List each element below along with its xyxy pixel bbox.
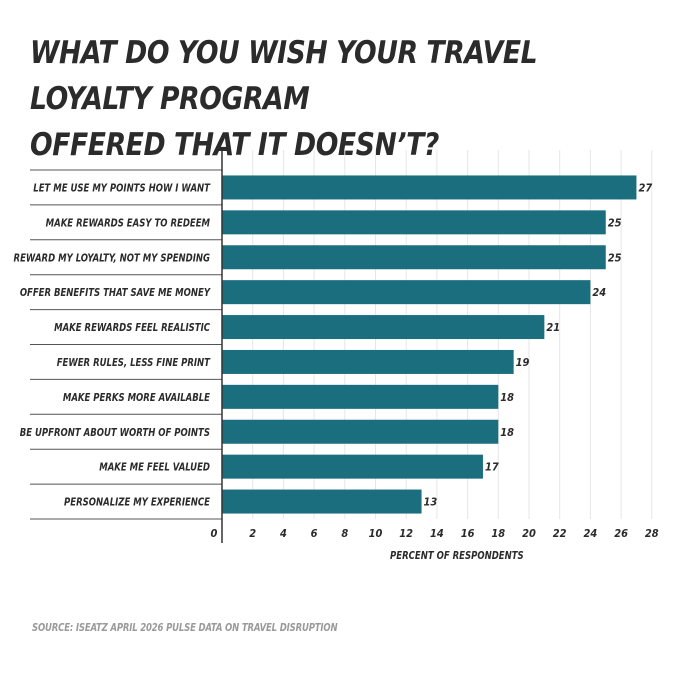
value-label: 25 bbox=[608, 251, 622, 264]
value-label: 13 bbox=[424, 496, 438, 509]
bar bbox=[222, 280, 591, 305]
value-label: 17 bbox=[485, 461, 499, 474]
category-label: PERSONALIZE MY EXPERIENCE bbox=[64, 496, 210, 509]
value-label: 18 bbox=[500, 391, 514, 404]
category-label: FEWER RULES, LESS FINE PRINT bbox=[57, 356, 211, 369]
x-tick-label: 6 bbox=[311, 527, 318, 540]
category-label: REWARD MY LOYALTY, NOT MY SPENDING bbox=[14, 251, 210, 264]
x-tick-label: 2 bbox=[249, 527, 256, 540]
category-label: MAKE REWARDS FEEL REALISTIC bbox=[54, 321, 211, 334]
x-tick-label: 18 bbox=[491, 527, 505, 540]
source-note: SOURCE: ISEATZ APRIL 2026 PULSE DATA ON … bbox=[32, 621, 338, 634]
category-labels: LET ME USE MY POINTS HOW I WANT MAKE REWA… bbox=[14, 181, 212, 508]
x-tick-label: 4 bbox=[280, 527, 287, 540]
category-label: OFFER BENEFITS THAT SAVE ME MONEY bbox=[20, 286, 212, 299]
category-label: LET ME USE MY POINTS HOW I WANT bbox=[33, 181, 211, 194]
category-label: MAKE REWARDS EASY TO REDEEM bbox=[46, 216, 210, 229]
x-tick-label: 16 bbox=[461, 527, 475, 540]
value-label: 21 bbox=[546, 321, 560, 334]
x-tick-label: 24 bbox=[584, 527, 598, 540]
x-tick-label: 12 bbox=[399, 527, 413, 540]
value-label: 24 bbox=[592, 286, 606, 299]
bar bbox=[222, 210, 606, 235]
x-tick-label: 22 bbox=[553, 527, 567, 540]
bar-chart: LET ME USE MY POINTS HOW I WANT MAKE REWA… bbox=[14, 150, 659, 562]
x-axis-ticks: 0 2 4 6 8 10 12 14 16 18 20 22 24 26 28 bbox=[211, 527, 659, 540]
x-tick-label: 0 bbox=[211, 527, 218, 540]
value-label: 27 bbox=[638, 181, 652, 194]
category-label: MAKE ME FEEL VALUED bbox=[99, 461, 210, 474]
value-labels: 27 25 25 24 21 19 18 18 17 13 bbox=[424, 181, 653, 508]
bar bbox=[222, 175, 637, 200]
bar bbox=[222, 384, 499, 409]
x-tick-label: 20 bbox=[522, 527, 536, 540]
value-label: 18 bbox=[500, 426, 514, 439]
bar bbox=[222, 454, 483, 479]
bar bbox=[222, 315, 545, 340]
category-label: BE UPFRONT ABOUT WORTH OF POINTS bbox=[20, 426, 210, 439]
category-label: MAKE PERKS MORE AVAILABLE bbox=[63, 391, 210, 404]
row-separators bbox=[30, 169, 222, 520]
bar bbox=[222, 349, 514, 374]
x-tick-label: 26 bbox=[614, 527, 628, 540]
x-tick-label: 14 bbox=[430, 527, 444, 540]
x-tick-label: 10 bbox=[369, 527, 383, 540]
bar bbox=[222, 419, 499, 444]
x-tick-label: 8 bbox=[341, 527, 348, 540]
value-label: 19 bbox=[516, 356, 530, 369]
x-axis-title: PERCENT OF RESPONDENTS bbox=[390, 549, 524, 562]
chart-title: WHAT DO YOU WISH YOUR TRAVEL LOYALTY PRO… bbox=[30, 35, 538, 163]
x-tick-label: 28 bbox=[645, 527, 659, 540]
value-label: 25 bbox=[608, 216, 622, 229]
bar bbox=[222, 489, 422, 514]
bar bbox=[222, 245, 606, 270]
bars bbox=[222, 175, 637, 514]
